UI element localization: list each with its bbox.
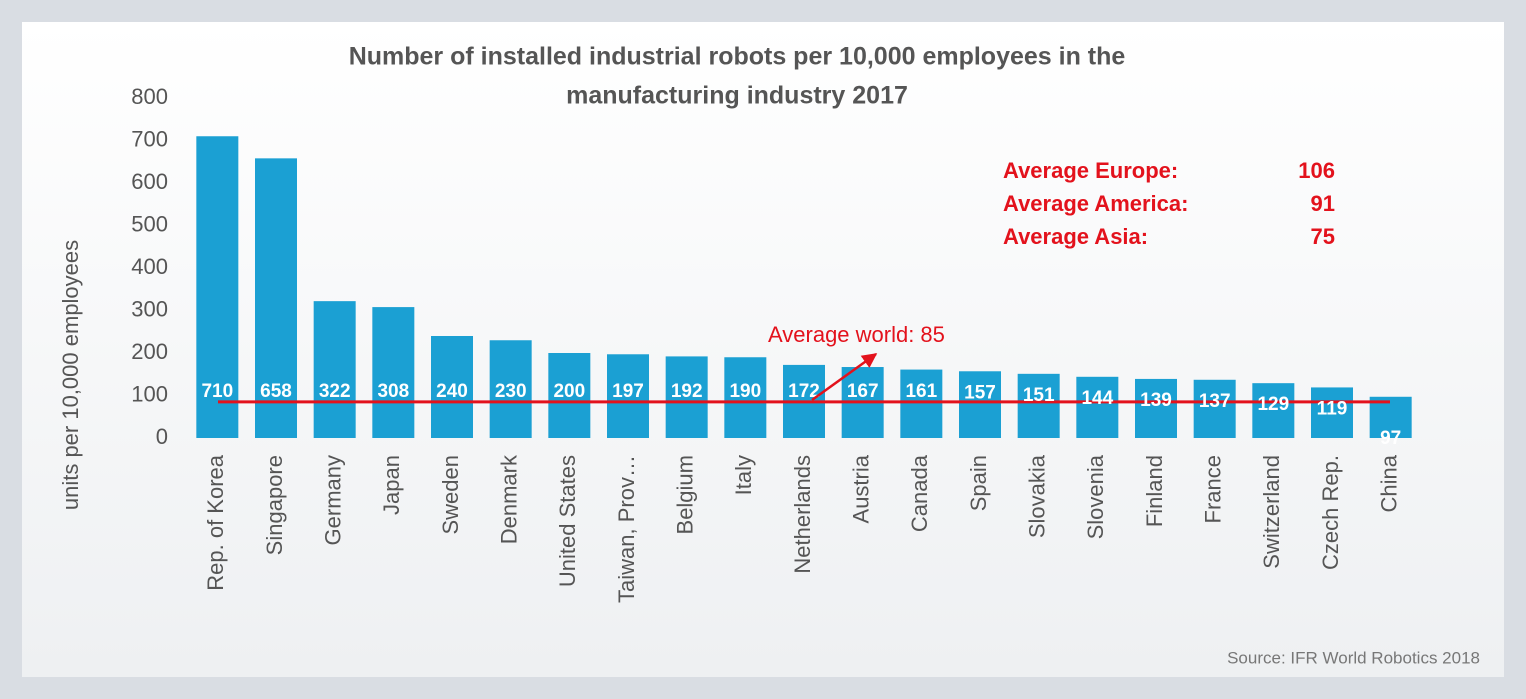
x-tick-label: Czech Rep.: [1318, 455, 1343, 570]
average-world-text: Average world: 85: [768, 322, 945, 347]
x-tick-label: Sweden: [438, 455, 463, 535]
x-tick-label: Slovenia: [1083, 454, 1108, 539]
x-tick-label: China: [1376, 454, 1401, 512]
x-tick-label: Finland: [1142, 455, 1167, 527]
x-tick-label: Japan: [379, 455, 404, 515]
average-label: Average America:: [1003, 191, 1188, 216]
bar: [196, 136, 239, 438]
bar: [548, 353, 591, 438]
bar: [489, 340, 532, 438]
x-tick-label: Canada: [907, 454, 932, 532]
y-tick-label: 200: [131, 339, 168, 364]
value-label: 240: [436, 381, 468, 402]
bar: [959, 371, 1001, 438]
x-tick-label: Italy: [731, 455, 756, 495]
y-tick-label: 0: [156, 424, 168, 449]
value-label: 230: [495, 381, 527, 402]
value-label: 97: [1380, 428, 1401, 449]
bar: [665, 356, 708, 438]
average-arrow: [811, 352, 878, 402]
average-label: Average Asia:: [1003, 224, 1148, 249]
bar: [1193, 379, 1236, 438]
bar: [724, 357, 767, 438]
average-value: 106: [1298, 158, 1335, 183]
source: Source: IFR World Robotics 2018: [1227, 648, 1480, 667]
x-tick-label: United States: [555, 455, 580, 587]
value-label: 167: [847, 381, 879, 402]
x-tick-label: Germany: [320, 455, 345, 545]
value-label: 658: [260, 381, 292, 402]
value-label: 190: [729, 381, 761, 402]
value-label: 322: [319, 381, 351, 402]
bar: [1135, 378, 1177, 438]
x-tick-label: Netherlands: [790, 455, 815, 574]
x-tick-label: Belgium: [672, 455, 697, 534]
panel: [22, 22, 1504, 677]
average-value: 91: [1311, 191, 1335, 216]
value-label: 710: [201, 381, 233, 402]
bar: [313, 301, 356, 438]
value-label: 308: [377, 381, 409, 402]
chart-title: Number of installed industrial robots pe…: [349, 43, 1126, 71]
average-value: 75: [1311, 224, 1335, 249]
bar: [900, 369, 943, 438]
value-label: 139: [1140, 390, 1172, 411]
bar: [1076, 376, 1119, 438]
y-tick-label: 400: [131, 254, 168, 279]
x-tick-label: Slovakia: [1024, 454, 1049, 538]
bar: [1311, 387, 1353, 438]
x-tick-label: Taiwan, Prov…: [614, 455, 639, 603]
y-tick-label: 600: [131, 169, 168, 194]
x-tick-label: France: [1200, 455, 1225, 523]
x-tick-label: Austria: [848, 454, 873, 523]
bar: [1369, 396, 1412, 438]
bar: [255, 158, 297, 438]
chart-title: manufacturing industry 2017: [566, 82, 908, 110]
bar: [431, 336, 473, 438]
value-label: 137: [1199, 391, 1231, 412]
x-tick-label: Spain: [966, 455, 991, 511]
y-tick-label: 100: [131, 381, 168, 406]
y-tick-label: 700: [131, 126, 168, 151]
value-label: 172: [788, 381, 820, 402]
average-world-value: 85: [920, 322, 944, 347]
value-label: 151: [1023, 385, 1055, 406]
bar: [1252, 383, 1295, 438]
x-tick-label: Switzerland: [1259, 455, 1284, 569]
y-tick-label: 800: [131, 84, 168, 109]
value-label: 129: [1257, 394, 1289, 415]
value-label: 157: [964, 382, 996, 403]
x-tick-label: Denmark: [496, 454, 521, 544]
bar: [607, 354, 649, 438]
bar: [1017, 373, 1060, 438]
value-label: 200: [553, 381, 585, 402]
value-label: 192: [671, 381, 703, 402]
value-label: 119: [1317, 398, 1348, 419]
value-label: 161: [905, 381, 937, 402]
value-label: 144: [1081, 388, 1113, 409]
average-world-label: Average world:: [768, 322, 914, 347]
x-tick-label: Singapore: [262, 455, 287, 555]
bar: [372, 307, 415, 438]
y-axis-label: units per 10,000 employees: [58, 240, 83, 510]
y-tick-label: 500: [131, 211, 168, 236]
value-label: 197: [612, 381, 644, 402]
x-tick-label: Rep. of Korea: [203, 454, 228, 591]
y-tick-label: 300: [131, 296, 168, 321]
average-label: Average Europe:: [1003, 158, 1178, 183]
